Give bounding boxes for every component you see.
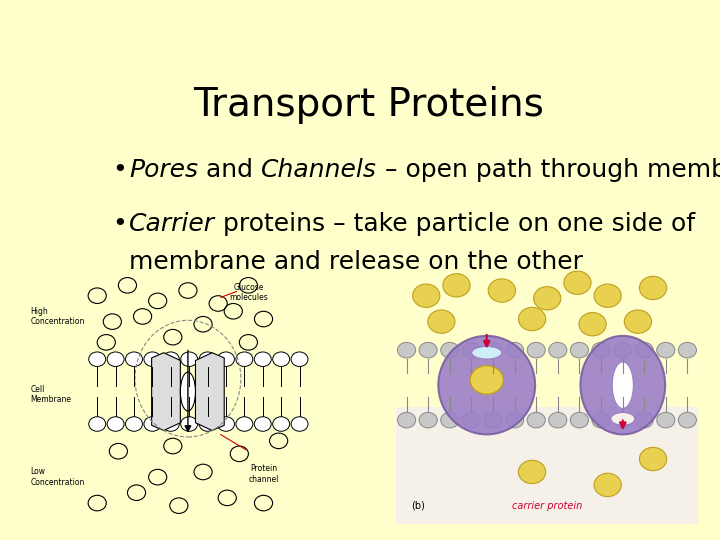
Ellipse shape (580, 336, 665, 434)
Circle shape (181, 352, 198, 367)
Circle shape (89, 352, 106, 367)
Circle shape (505, 342, 523, 358)
Circle shape (291, 352, 308, 367)
Circle shape (678, 342, 696, 358)
Circle shape (217, 352, 235, 367)
Circle shape (236, 352, 253, 367)
Text: High
Concentration: High Concentration (31, 307, 85, 326)
Text: Protein
channel: Protein channel (248, 464, 279, 484)
Circle shape (639, 447, 667, 471)
Text: Low
Concentration: Low Concentration (31, 468, 85, 487)
Circle shape (441, 342, 459, 358)
Ellipse shape (611, 413, 635, 426)
Text: (b): (b) (411, 501, 425, 511)
Circle shape (413, 284, 440, 307)
Ellipse shape (438, 336, 535, 434)
Bar (396, 407, 698, 524)
Circle shape (428, 310, 455, 333)
Text: proteins – take particle on one side of: proteins – take particle on one side of (215, 212, 696, 237)
Circle shape (273, 417, 289, 431)
Circle shape (125, 417, 143, 431)
Circle shape (107, 417, 124, 431)
Circle shape (236, 417, 253, 431)
Ellipse shape (472, 346, 502, 359)
Circle shape (570, 342, 588, 358)
Text: •: • (112, 158, 127, 183)
Circle shape (635, 342, 653, 358)
Circle shape (470, 366, 503, 394)
Circle shape (594, 284, 621, 307)
Circle shape (144, 417, 161, 431)
Circle shape (217, 417, 235, 431)
Circle shape (592, 413, 610, 428)
Circle shape (564, 271, 591, 294)
Text: Glucose
molecules: Glucose molecules (229, 283, 268, 302)
Circle shape (488, 279, 516, 302)
Circle shape (291, 417, 308, 431)
Text: Transport Proteins: Transport Proteins (194, 85, 544, 124)
Text: Channels: Channels (261, 158, 377, 183)
Circle shape (125, 352, 143, 367)
Circle shape (549, 413, 567, 428)
Text: •: • (112, 212, 127, 237)
Circle shape (639, 276, 667, 300)
Circle shape (594, 473, 621, 497)
Text: Pores: Pores (129, 158, 198, 183)
Text: Cell
Membrane: Cell Membrane (31, 384, 72, 404)
Circle shape (635, 413, 653, 428)
Circle shape (462, 413, 480, 428)
Circle shape (199, 417, 216, 431)
Circle shape (199, 352, 216, 367)
Circle shape (678, 413, 696, 428)
Circle shape (397, 413, 415, 428)
Circle shape (657, 413, 675, 428)
Circle shape (419, 342, 437, 358)
Circle shape (162, 352, 179, 367)
Circle shape (613, 342, 631, 358)
Circle shape (254, 352, 271, 367)
Circle shape (443, 274, 470, 297)
Ellipse shape (180, 372, 195, 411)
Circle shape (144, 352, 161, 367)
Circle shape (624, 310, 652, 333)
Text: – open path through membrane: – open path through membrane (377, 158, 720, 183)
Circle shape (579, 313, 606, 336)
Text: and: and (198, 158, 261, 183)
Circle shape (518, 307, 546, 330)
Circle shape (534, 287, 561, 310)
Text: Carrier: Carrier (129, 212, 215, 237)
Text: membrane and release on the other: membrane and release on the other (129, 250, 583, 274)
Circle shape (484, 342, 502, 358)
Circle shape (107, 352, 124, 367)
Circle shape (518, 460, 546, 484)
PathPatch shape (152, 353, 180, 430)
Circle shape (527, 342, 545, 358)
Circle shape (89, 417, 106, 431)
Circle shape (527, 413, 545, 428)
Circle shape (484, 413, 502, 428)
Circle shape (273, 352, 289, 367)
Ellipse shape (612, 362, 634, 408)
Circle shape (397, 342, 415, 358)
Circle shape (549, 342, 567, 358)
Circle shape (419, 413, 437, 428)
Circle shape (613, 413, 631, 428)
Circle shape (657, 342, 675, 358)
Circle shape (462, 342, 480, 358)
Text: carrier protein: carrier protein (512, 501, 582, 511)
Circle shape (162, 417, 179, 431)
Circle shape (505, 413, 523, 428)
PathPatch shape (195, 353, 224, 430)
Circle shape (181, 417, 198, 431)
Circle shape (254, 417, 271, 431)
Circle shape (441, 413, 459, 428)
Circle shape (570, 413, 588, 428)
Circle shape (592, 342, 610, 358)
